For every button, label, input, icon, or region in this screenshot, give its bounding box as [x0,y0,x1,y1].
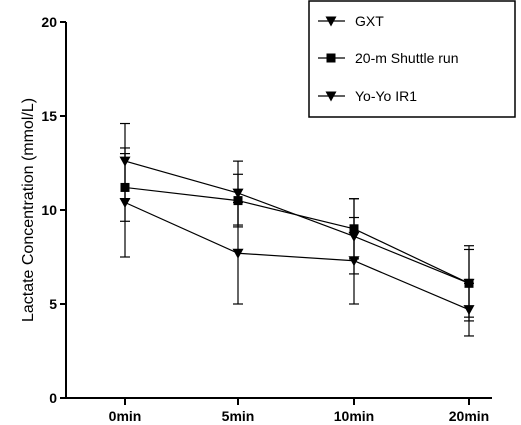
x-tick-label-20min: 20min [449,408,489,424]
series-layer [119,122,475,337]
y-tick-label-10: 10 [41,202,57,218]
y-tick-label-5: 5 [49,296,57,312]
legend-label-2: Yo-Yo IR1 [355,88,417,104]
data-point-0-1 [232,248,244,259]
series-line-0 [124,201,470,311]
series-line-2 [124,160,470,284]
y-tick-label-0: 0 [49,390,57,406]
series-line-1 [124,186,470,284]
x-tick-label-10min: 10min [334,408,374,424]
data-point-2-3 [463,278,475,289]
y-tick-label-20: 20 [41,14,57,30]
legend-marker-2 [325,91,337,102]
x-tick-label-5min: 5min [222,408,255,424]
data-point-2-1 [232,188,244,199]
x-tick-label-0min: 0min [109,408,142,424]
legend-box [308,0,516,118]
legend-marker-1 [326,53,336,63]
axes: 0 5 10 15 20 0min 5min 10min 20min [41,14,492,424]
legend: GXT 20-m Shuttle run Yo-Yo IR1 [308,0,516,118]
series-0 [119,147,475,337]
series-2 [119,122,475,322]
legend-label-0: GXT [355,13,384,29]
legend-label-1: 20-m Shuttle run [355,50,459,66]
y-axis-title: Lactate Concentration (mmol/L) [20,98,37,322]
series-1 [120,153,474,318]
legend-marker-0 [325,16,337,27]
data-point-2-0 [119,156,131,167]
y-tick-label-15: 15 [41,108,57,124]
data-point-2-2 [348,231,360,242]
